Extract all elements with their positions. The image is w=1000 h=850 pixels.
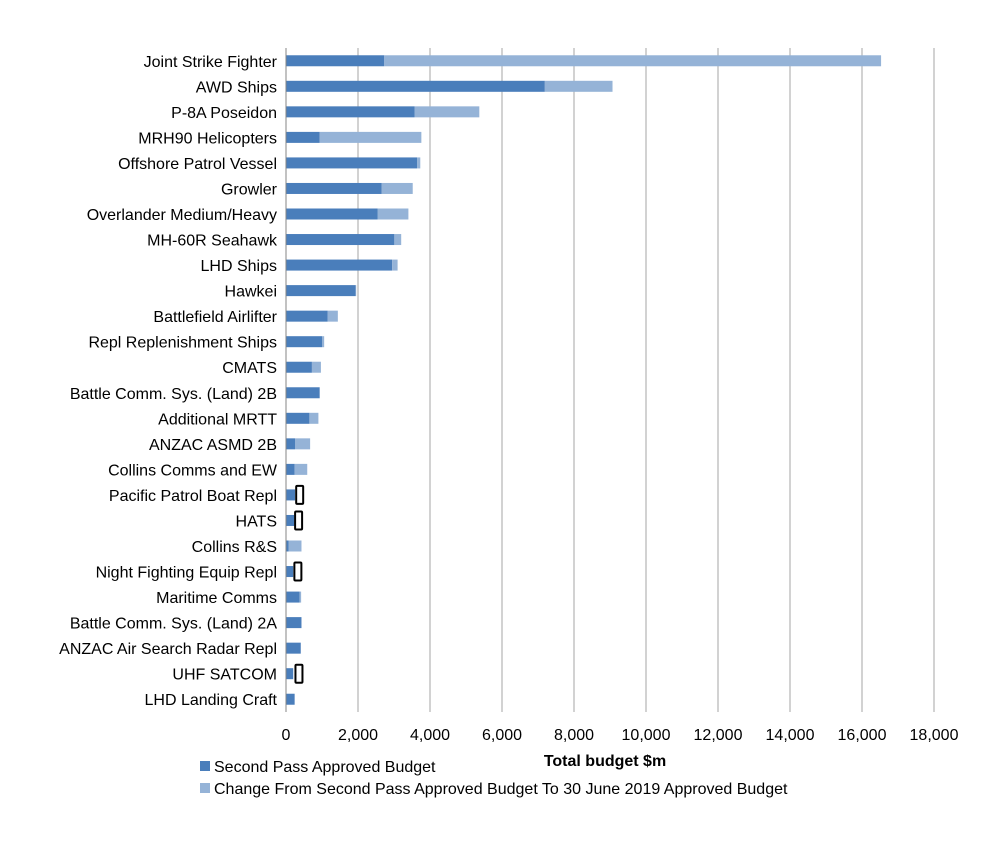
bar-collins-r-s-series-1: [288, 540, 302, 552]
category-label-p-8a-poseidon: P-8A Poseidon: [171, 105, 277, 122]
bar-anzac-asmd-2b-series-0: [286, 438, 295, 450]
bar-anzac-asmd-2b-series-1: [295, 438, 311, 450]
bar-night-fighting-equip-repl-series-0: [286, 566, 294, 578]
bar-lhd-ships-series-1: [392, 259, 398, 271]
x-tick-label-6000: 6,000: [482, 727, 522, 744]
category-label-repl-replenishment-ships: Repl Replenishment Ships: [88, 335, 277, 352]
bar-lhd-ships-series-0: [286, 259, 393, 271]
bar-growler-series-1: [381, 182, 413, 194]
category-label-hats: HATS: [236, 513, 277, 530]
bar-p-8a-poseidon-series-0: [286, 106, 415, 118]
bar-battlefield-airlifter-series-0: [286, 310, 328, 322]
gridlines: [357, 48, 935, 712]
legend: Second Pass Approved Budget Change From …: [200, 759, 788, 798]
category-label-additional-mrtt: Additional MRTT: [158, 411, 277, 428]
legend-swatch-second-pass: [200, 761, 210, 771]
category-label-collins-comms-and-ew: Collins Comms and EW: [108, 462, 278, 479]
bar-overlander-medium-heavy-series-0: [286, 208, 378, 220]
bar-offshore-patrol-vessel-series-1: [417, 157, 421, 169]
bar-battle-comm-sys-land-2a-series-0: [286, 617, 302, 629]
legend-label-second-pass: Second Pass Approved Budget: [214, 759, 436, 776]
x-tick-label-10000: 10,000: [622, 727, 671, 744]
legend-swatch-change: [200, 783, 210, 793]
category-label-battle-comm-sys-land-2a: Battle Comm. Sys. (Land) 2A: [70, 616, 278, 633]
category-label-lhd-landing-craft: LHD Landing Craft: [144, 692, 277, 709]
bar-offshore-patrol-vessel-series-0: [286, 157, 418, 169]
category-label-offshore-patrol-vessel: Offshore Patrol Vessel: [118, 156, 277, 173]
x-tick-label-0: 0: [282, 727, 291, 744]
bar-additional-mrtt-series-0: [286, 412, 310, 424]
highlight-marker-night-fighting-equip-repl: [293, 561, 303, 582]
bar-collins-comms-and-ew-series-1: [294, 463, 308, 475]
x-tick-label-8000: 8,000: [554, 727, 594, 744]
bar-repl-replenishment-ships-series-1: [322, 336, 325, 348]
category-label-anzac-asmd-2b: ANZAC ASMD 2B: [149, 437, 277, 454]
category-label-overlander-medium-heavy: Overlander Medium/Heavy: [87, 207, 277, 224]
bar-mh-60r-seahawk-series-0: [286, 234, 395, 246]
bar-uhf-satcom-series-0: [286, 668, 294, 680]
bar-battle-comm-sys-land-2b-series-0: [286, 387, 320, 399]
bar-pacific-patrol-boat-repl-series-0: [286, 489, 295, 501]
x-tick-label-4000: 4,000: [410, 727, 450, 744]
bar-mrh90-helicopters-series-1: [319, 131, 422, 143]
x-tick-label-2000: 2,000: [338, 727, 378, 744]
x-tick-labels: 0 2,000 4,000 6,000 8,000 10,000 12,000 14,000 1…: [282, 727, 959, 744]
bar-collins-comms-and-ew-series-0: [286, 463, 295, 475]
category-label-lhd-ships: LHD Ships: [201, 258, 277, 275]
category-label-growler: Growler: [221, 181, 278, 198]
category-label-mrh90-helicopters: MRH90 Helicopters: [138, 130, 277, 147]
bar-joint-strike-fighter-series-0: [286, 55, 385, 67]
bar-hawkei-series-1: [355, 285, 357, 297]
x-tick-label-16000: 16,000: [838, 727, 887, 744]
bar-repl-replenishment-ships-series-0: [286, 336, 322, 348]
category-label-hawkei: Hawkei: [225, 284, 277, 301]
bar-lhd-landing-craft-series-0: [286, 693, 295, 705]
highlight-marker-uhf-satcom: [294, 663, 304, 684]
category-label-battlefield-airlifter: Battlefield Airlifter: [153, 309, 277, 326]
category-label-night-fighting-equip-repl: Night Fighting Equip Repl: [96, 565, 277, 582]
bar-cmats-series-0: [286, 361, 312, 373]
category-label-anzac-air-search-radar-repl: ANZAC Air Search Radar Repl: [59, 641, 277, 658]
category-label-mh-60r-seahawk: MH-60R Seahawk: [147, 233, 278, 250]
bar-overlander-medium-heavy-series-1: [377, 208, 409, 220]
bar-hawkei-series-0: [286, 285, 356, 297]
highlight-marker-hats: [294, 510, 304, 531]
category-labels: Joint Strike Fighter AWD Ships P-8A Poseid…: [59, 54, 278, 709]
bar-awd-ships-series-0: [286, 80, 545, 92]
bar-hats-series-0: [286, 514, 295, 526]
x-tick-label-18000: 18,000: [910, 727, 959, 744]
x-axis-title: Total budget $m: [544, 753, 666, 770]
bar-growler-series-0: [286, 182, 382, 194]
bar-awd-ships-series-1: [544, 80, 613, 92]
bar-maritime-comms-series-1: [299, 591, 302, 603]
bar-mrh90-helicopters-series-0: [286, 131, 320, 143]
x-tick-label-12000: 12,000: [694, 727, 743, 744]
bar-joint-strike-fighter-series-1: [384, 55, 882, 67]
highlight-marker-pacific-patrol-boat-repl: [295, 484, 305, 505]
category-label-pacific-patrol-boat-repl: Pacific Patrol Boat Repl: [109, 488, 277, 505]
bar-additional-mrtt-series-1: [309, 412, 319, 424]
category-label-uhf-satcom: UHF SATCOM: [172, 667, 277, 684]
category-label-awd-ships: AWD Ships: [196, 79, 277, 96]
bar-mh-60r-seahawk-series-1: [394, 234, 402, 246]
bar-maritime-comms-series-0: [286, 591, 300, 603]
bar-collins-r-s-series-0: [286, 540, 289, 552]
category-label-collins-r-s: Collins R&S: [192, 539, 277, 556]
bars: [286, 55, 882, 705]
category-label-joint-strike-fighter: Joint Strike Fighter: [144, 54, 278, 71]
legend-label-change: Change From Second Pass Approved Budget …: [214, 781, 788, 798]
bar-battlefield-airlifter-series-1: [327, 310, 338, 322]
bar-anzac-air-search-radar-repl-series-0: [286, 642, 301, 654]
bar-p-8a-poseidon-series-1: [414, 106, 480, 118]
category-label-cmats: CMATS: [222, 360, 277, 377]
category-label-battle-comm-sys-land-2b: Battle Comm. Sys. (Land) 2B: [70, 386, 277, 403]
x-tick-label-14000: 14,000: [766, 727, 815, 744]
highlight-markers: [293, 484, 305, 684]
category-label-maritime-comms: Maritime Comms: [156, 590, 277, 607]
bar-cmats-series-1: [311, 361, 321, 373]
